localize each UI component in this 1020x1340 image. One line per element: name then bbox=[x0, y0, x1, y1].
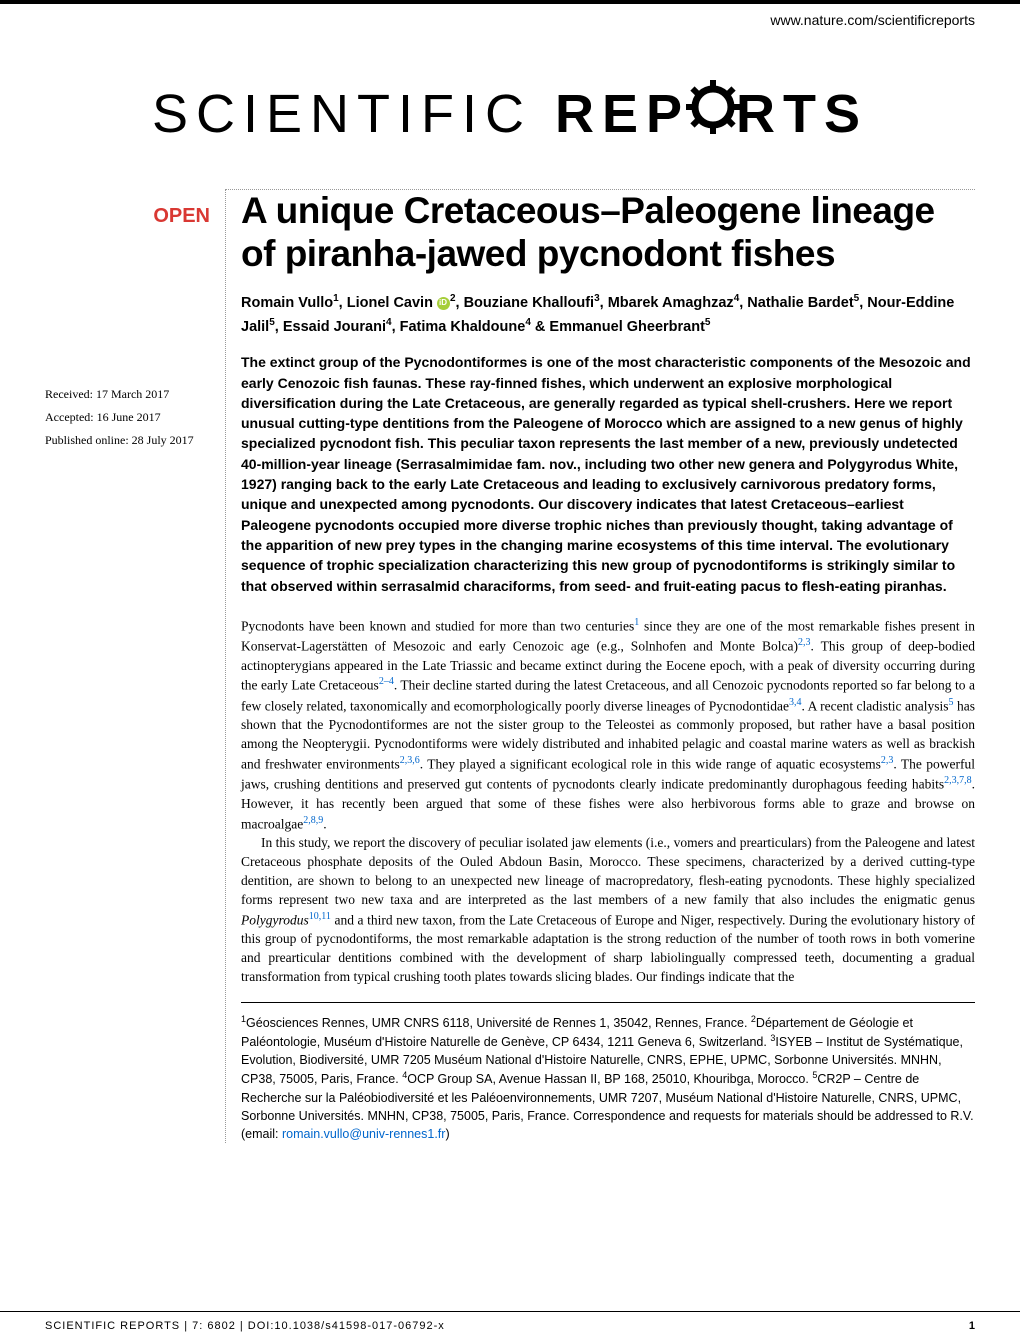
author: , Nathalie Bardet bbox=[739, 295, 853, 311]
journal-logo: SCIENTIFIC REP RTS bbox=[0, 28, 1020, 189]
affiliation-text: ) bbox=[445, 1127, 449, 1141]
content-area: OPEN Received: 17 March 2017 Accepted: 1… bbox=[0, 190, 1020, 1143]
logo-rts: RTS bbox=[736, 83, 868, 145]
citation-link[interactable]: 2,3 bbox=[798, 637, 811, 648]
header-url[interactable]: www.nature.com/scientificreports bbox=[0, 4, 1020, 28]
footer-citation: SCIENTIFIC REPORTS | 7: 6802 | DOI:10.10… bbox=[45, 1320, 445, 1332]
author: , Fatima Khaldoune bbox=[392, 319, 526, 335]
affiliation-text: OCP Group SA, Avenue Hassan II, BP 168, … bbox=[407, 1073, 812, 1087]
abstract: The extinct group of the Pycnodontiforme… bbox=[241, 352, 975, 596]
author: Romain Vullo bbox=[241, 295, 333, 311]
citation-link[interactable]: 2–4 bbox=[379, 676, 394, 687]
body-text: and a third new taxon, from the Late Cre… bbox=[241, 912, 975, 984]
page-footer: SCIENTIFIC REPORTS | 7: 6802 | DOI:10.10… bbox=[0, 1311, 1020, 1340]
citation-link[interactable]: 10,11 bbox=[309, 911, 331, 922]
taxon-name: Polygyrodus bbox=[241, 912, 309, 927]
citation-link[interactable]: 2,3 bbox=[881, 755, 894, 766]
publication-dates: Received: 17 March 2017 Accepted: 16 Jun… bbox=[45, 383, 225, 451]
author: , Bouziane Khalloufi bbox=[456, 295, 595, 311]
logo-rep: REP bbox=[555, 83, 690, 145]
body-text: . bbox=[323, 816, 326, 831]
body-text: . A recent cladistic analysis bbox=[802, 698, 949, 713]
open-access-badge: OPEN bbox=[45, 205, 225, 228]
affiliation-text: Géosciences Rennes, UMR CNRS 6118, Unive… bbox=[246, 1016, 751, 1030]
received-date: Received: 17 March 2017 bbox=[45, 383, 225, 406]
body-text: . They played a significant ecological r… bbox=[420, 757, 881, 772]
citation-link[interactable]: 3,4 bbox=[789, 697, 802, 708]
page-number: 1 bbox=[969, 1320, 975, 1332]
body-paragraph-1: Pycnodonts have been known and studied f… bbox=[241, 616, 975, 987]
affiliation-ref: 5 bbox=[705, 317, 711, 328]
citation-link[interactable]: 2,3,6 bbox=[400, 755, 420, 766]
journal-name: SCIENTIFIC REPORTS bbox=[45, 1320, 180, 1332]
author: , Mbarek Amaghzaz bbox=[600, 295, 734, 311]
body-text: In this study, we report the discovery o… bbox=[241, 835, 975, 907]
accepted-date: Accepted: 16 June 2017 bbox=[45, 406, 225, 429]
author: , Essaid Jourani bbox=[275, 319, 386, 335]
author: & Emmanuel Gheerbrant bbox=[531, 319, 705, 335]
correspondence-email[interactable]: romain.vullo@univ-rennes1.fr bbox=[282, 1127, 445, 1141]
article-title: A unique Cretaceous–Paleogene lineage of… bbox=[241, 190, 975, 275]
affiliations: 1Géosciences Rennes, UMR CNRS 6118, Univ… bbox=[241, 1002, 975, 1143]
author-list: Romain Vullo1, Lionel Cavin 2, Bouziane … bbox=[241, 291, 975, 338]
citation-link[interactable]: 2,8,9 bbox=[303, 815, 323, 826]
orcid-icon[interactable] bbox=[437, 297, 450, 310]
gear-icon bbox=[684, 78, 742, 149]
body-text: Pycnodonts have been known and studied f… bbox=[241, 618, 634, 633]
author: , Lionel Cavin bbox=[339, 295, 433, 311]
published-date: Published online: 28 July 2017 bbox=[45, 429, 225, 452]
citation-info: | 7: 6802 | DOI:10.1038/s41598-017-06792… bbox=[180, 1320, 445, 1332]
main-content: A unique Cretaceous–Paleogene lineage of… bbox=[225, 190, 975, 1143]
citation-link[interactable]: 2,3,7,8 bbox=[944, 775, 972, 786]
logo-scientific: SCIENTIFIC bbox=[152, 83, 532, 145]
sidebar: OPEN Received: 17 March 2017 Accepted: 1… bbox=[45, 190, 225, 1143]
